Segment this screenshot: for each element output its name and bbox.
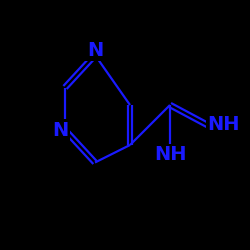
Text: N: N: [52, 120, 68, 140]
Text: NH: NH: [208, 116, 240, 134]
Text: N: N: [87, 40, 103, 60]
Text: NH: NH: [154, 146, 186, 165]
